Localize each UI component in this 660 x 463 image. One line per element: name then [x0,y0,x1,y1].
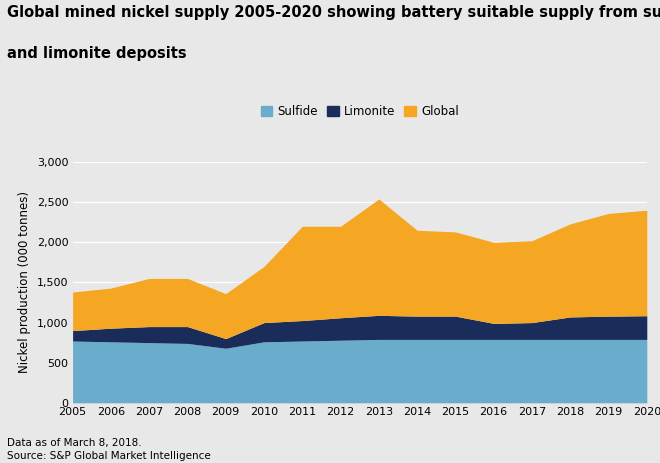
Text: Global mined nickel supply 2005-2020 showing battery suitable supply from sulfid: Global mined nickel supply 2005-2020 sho… [7,5,660,19]
Legend: Sulfide, Limonite, Global: Sulfide, Limonite, Global [256,100,463,123]
Y-axis label: Nickel production (000 tonnes): Nickel production (000 tonnes) [18,191,31,374]
Text: Source: S&P Global Market Intelligence: Source: S&P Global Market Intelligence [7,451,211,462]
Text: Data as of March 8, 2018.: Data as of March 8, 2018. [7,438,141,448]
Text: and limonite deposits: and limonite deposits [7,46,186,61]
